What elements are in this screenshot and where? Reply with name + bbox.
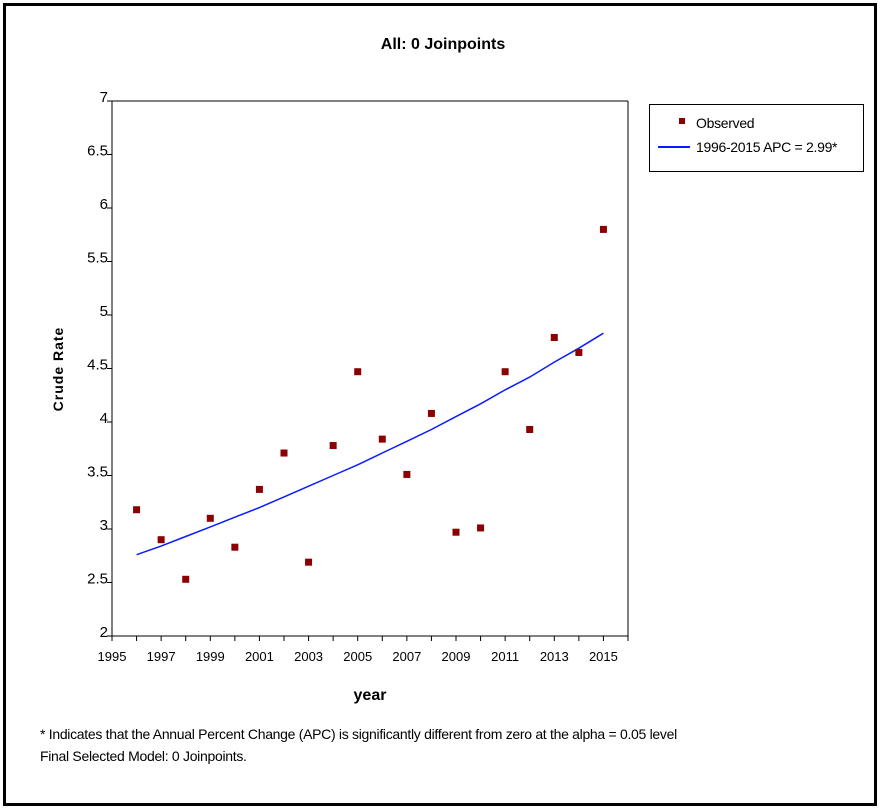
x-tick-label: 2007 — [392, 649, 421, 664]
y-tick-label: 2.5 — [87, 571, 108, 588]
observed-point — [501, 368, 509, 376]
observed-point — [255, 485, 263, 493]
observed-point — [157, 536, 165, 544]
x-tick-label: 1995 — [98, 649, 127, 664]
y-tick-label: 5.5 — [87, 250, 108, 267]
x-tick-label: 2001 — [245, 649, 274, 664]
observed-point — [403, 470, 411, 478]
y-tick-label: 4.5 — [87, 357, 108, 374]
x-tick-label: 1997 — [147, 649, 176, 664]
observed-point — [329, 442, 337, 450]
y-tick-labels: 2 2.5 3 3.5 4 4.5 5 5.5 6 6.5 7 — [87, 89, 108, 641]
y-tick-label: 7 — [100, 89, 108, 106]
legend-marker-observed — [658, 113, 692, 133]
fit-line — [136, 332, 604, 556]
y-tick-label: 3.5 — [87, 464, 108, 481]
x-tick-label: 2005 — [343, 649, 372, 664]
observed-point — [305, 558, 313, 566]
observed-point — [133, 506, 141, 514]
footnote-model: Final Selected Model: 0 Joinpoints. — [40, 748, 247, 764]
legend-label-fit: 1996-2015 APC = 2.99* — [696, 139, 838, 155]
observed-point — [378, 435, 386, 443]
y-tick-label: 6.5 — [87, 143, 108, 160]
x-axis-label: year — [354, 687, 387, 704]
x-tick-label: 2015 — [589, 649, 618, 664]
y-tick-label: 5 — [100, 303, 108, 320]
y-tick-label: 6 — [100, 196, 108, 213]
observed-point — [575, 348, 583, 356]
observed-point — [427, 409, 435, 417]
observed-point — [280, 449, 288, 457]
legend-marker-fit — [658, 137, 692, 157]
observed-point — [231, 543, 239, 551]
legend-label-observed: Observed — [696, 115, 755, 131]
x-tick-label: 2003 — [294, 649, 323, 664]
y-axis-label: Crude Rate — [50, 327, 66, 412]
footnote-significance: * Indicates that the Annual Percent Chan… — [40, 726, 677, 742]
y-tick-label: 3 — [100, 517, 108, 534]
axes — [107, 100, 629, 641]
x-tick-label: 2009 — [442, 649, 471, 664]
y-tick-label: 2 — [100, 624, 108, 641]
observed-point — [477, 524, 485, 532]
x-tick-label: 2011 — [491, 649, 519, 664]
legend-item-fit: 1996-2015 APC = 2.99* — [658, 137, 838, 157]
observed-points-series — [133, 225, 607, 583]
observed-point — [206, 514, 214, 522]
x-tick-labels: 1995 1997 1999 2001 2003 2005 2007 2009 2011 2013… — [98, 649, 618, 664]
plot-area — [112, 101, 628, 636]
legend: Observed 1996-2015 APC = 2.99* — [649, 104, 864, 172]
observed-point — [599, 225, 607, 233]
x-tick-label: 2013 — [540, 649, 569, 664]
fit-line-series — [136, 332, 604, 556]
observed-point — [526, 425, 534, 433]
legend-item-observed: Observed — [658, 113, 755, 133]
observed-point — [452, 528, 460, 536]
observed-point — [550, 333, 558, 341]
y-tick-label: 4 — [100, 410, 108, 427]
observed-point — [182, 575, 190, 583]
observed-point — [354, 368, 362, 376]
x-tick-label: 1999 — [196, 649, 225, 664]
chart-title: All: 0 Joinpoints — [380, 36, 506, 53]
